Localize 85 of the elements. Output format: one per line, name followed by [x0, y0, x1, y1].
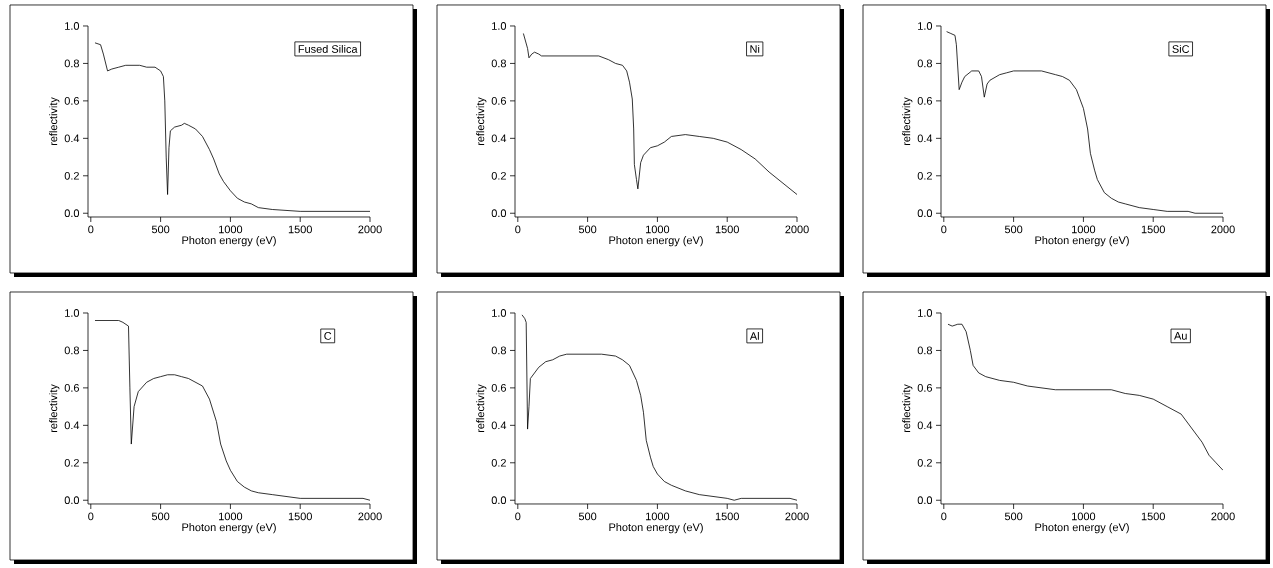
- y-tick-label: 0.0: [491, 209, 507, 218]
- y-tick-label: 0.6: [64, 97, 80, 105]
- y-tick-label: 1.0: [492, 22, 507, 30]
- y-tick-label: 0.0: [917, 496, 933, 505]
- y-tick-label: 0.6: [917, 97, 933, 105]
- x-tick-label: 1000: [219, 512, 243, 521]
- y-tick-label: 1.0: [65, 309, 80, 317]
- x-tick-label: 500: [151, 225, 170, 234]
- x-tick-label: 1500: [288, 512, 312, 521]
- y-tick-label: 0.4: [491, 421, 507, 430]
- x-tick-label: 1000: [646, 512, 670, 521]
- x-axis-title: Photon energy (eV): [609, 236, 703, 247]
- y-tick-label: 0.0: [64, 496, 80, 505]
- x-tick-label: 2000: [1211, 225, 1235, 234]
- x-tick-label: 1500: [1141, 225, 1165, 234]
- y-tick-label: 0.2: [491, 458, 506, 467]
- y-tick-label: 0.8: [917, 346, 933, 355]
- annotation: Ni: [750, 44, 760, 53]
- y-tick-label: 0.8: [491, 59, 507, 68]
- x-tick-label: 0: [88, 512, 94, 521]
- x-axis-title: Photon energy (eV): [1035, 236, 1129, 247]
- x-tick-label: 0: [515, 512, 521, 521]
- annotation: SiC: [1172, 44, 1190, 53]
- annotation: Al: [749, 331, 759, 340]
- x-tick-label: 500: [1004, 512, 1023, 521]
- x-tick-label: 1500: [288, 225, 312, 234]
- x-tick-label: 0: [88, 225, 94, 234]
- x-axis-title: Photon energy (eV): [1035, 523, 1129, 534]
- x-tick-label: 0: [941, 225, 947, 234]
- line-series: [946, 31, 1224, 214]
- x-tick-label: 0: [941, 512, 947, 521]
- y-tick-label: 1.0: [492, 309, 507, 317]
- y-tick-label: 1.0: [918, 309, 933, 317]
- y-axis-title: reflectivity: [476, 384, 487, 433]
- x-axis-title: Photon energy (eV): [182, 523, 276, 534]
- y-tick-label: 0.2: [64, 458, 79, 467]
- y-tick-label: 0.8: [491, 346, 507, 355]
- x-tick-label: 2000: [1211, 512, 1235, 521]
- annotation: Fused Silica: [298, 44, 358, 53]
- x-tick-label: 2000: [785, 225, 809, 234]
- y-tick-label: 1.0: [918, 22, 933, 30]
- y-tick-label: 0.6: [491, 384, 507, 392]
- x-tick-label: 2000: [358, 512, 382, 521]
- y-tick-label: 0.8: [917, 59, 933, 68]
- y-axis-title: reflectivity: [902, 384, 913, 433]
- y-tick-label: 0.6: [491, 97, 507, 105]
- y-tick-label: 0.6: [64, 384, 80, 392]
- y-axis-title: reflectivity: [902, 97, 913, 146]
- y-tick-label: 0.8: [64, 59, 80, 68]
- x-axis-title: Photon energy (eV): [182, 236, 276, 247]
- y-tick-label: 0.4: [491, 134, 507, 143]
- x-tick-label: 1500: [715, 512, 739, 521]
- y-tick-label: 0.4: [917, 421, 933, 430]
- y-tick-label: 0.4: [64, 421, 80, 430]
- y-tick-label: 0.2: [491, 171, 506, 180]
- annotation: Au: [1174, 332, 1187, 340]
- y-axis-title: reflectivity: [476, 97, 487, 146]
- y-tick-label: 1.0: [65, 22, 80, 30]
- x-axis-title: Photon energy (eV): [609, 523, 703, 534]
- y-tick-label: 0.0: [491, 496, 507, 505]
- y-tick-label: 0.0: [64, 209, 80, 218]
- annotation: C: [324, 332, 332, 340]
- y-tick-label: 0.4: [917, 134, 933, 143]
- y-axis-title: reflectivity: [49, 97, 60, 146]
- y-tick-label: 0.4: [64, 134, 80, 143]
- y-tick-label: 0.2: [917, 458, 932, 467]
- x-tick-label: 1500: [715, 225, 739, 234]
- x-tick-label: 0: [515, 225, 521, 234]
- y-tick-label: 0.0: [917, 209, 933, 218]
- y-tick-label: 0.6: [917, 384, 933, 392]
- y-tick-label: 0.2: [64, 171, 79, 180]
- y-axis-title: reflectivity: [49, 384, 60, 433]
- x-tick-label: 1000: [1072, 512, 1096, 521]
- x-tick-label: 500: [1004, 225, 1023, 234]
- x-tick-label: 1000: [1072, 225, 1096, 234]
- y-tick-label: 0.2: [917, 171, 932, 180]
- x-tick-label: 500: [578, 512, 597, 521]
- x-tick-label: 2000: [785, 512, 809, 521]
- x-tick-label: 1000: [646, 225, 670, 234]
- x-tick-label: 500: [578, 225, 597, 234]
- x-tick-label: 2000: [358, 225, 382, 234]
- y-tick-label: 0.8: [64, 346, 80, 355]
- x-tick-label: 500: [151, 512, 170, 521]
- x-tick-label: 1000: [219, 225, 243, 234]
- x-tick-label: 1500: [1141, 512, 1165, 521]
